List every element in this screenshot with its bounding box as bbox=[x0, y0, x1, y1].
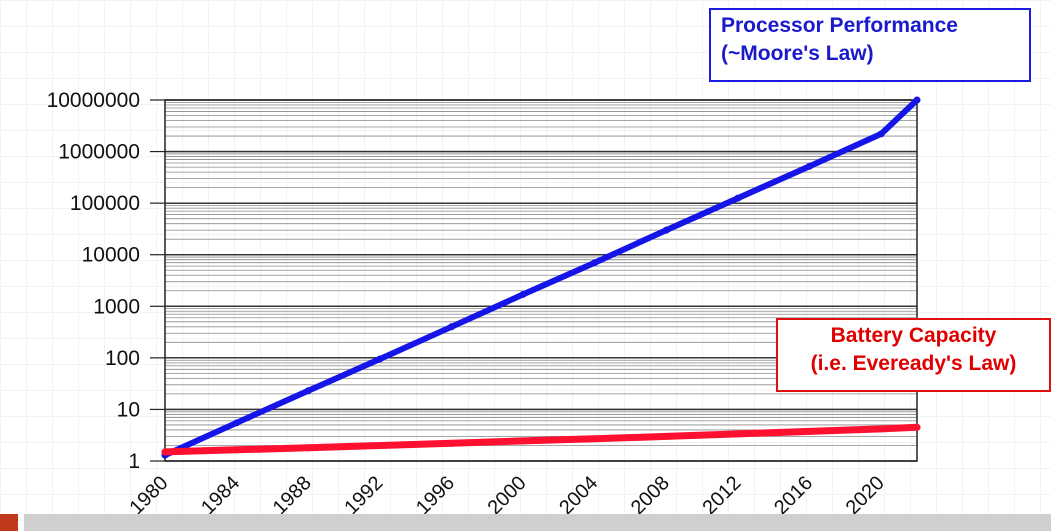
battery-data-point bbox=[161, 448, 169, 456]
processor-callout-line-1: Processor Performance bbox=[721, 14, 958, 37]
processor-data-point bbox=[591, 259, 599, 267]
battery-data-point bbox=[519, 437, 527, 445]
x-tick-label: 2008 bbox=[627, 472, 674, 519]
processor-data-point bbox=[913, 96, 921, 104]
battery-callout-line-1: Battery Capacity bbox=[830, 324, 997, 347]
battery-data-point bbox=[734, 430, 742, 438]
y-tick-label: 10000 bbox=[82, 244, 140, 267]
y-tick-label: 10000000 bbox=[47, 89, 140, 112]
processor-data-point bbox=[376, 355, 384, 363]
processor-data-point bbox=[662, 226, 670, 234]
x-tick-label: 2016 bbox=[770, 472, 817, 519]
processor-data-point bbox=[519, 290, 527, 298]
processor-data-point bbox=[734, 194, 742, 202]
series-lines bbox=[161, 96, 921, 459]
processor-data-point bbox=[233, 419, 241, 427]
battery-data-point bbox=[447, 439, 455, 447]
processor-data-point bbox=[304, 387, 312, 395]
battery-data-point bbox=[591, 435, 599, 443]
x-tick-label: 2000 bbox=[484, 472, 531, 519]
battery-data-point bbox=[913, 423, 921, 431]
processor-data-point bbox=[806, 162, 814, 170]
y-tick-label: 1000000 bbox=[58, 141, 140, 164]
processor-data-point bbox=[447, 323, 455, 331]
y-tick-label: 100 bbox=[105, 347, 140, 370]
battery-capacity-callout: Battery Capacity (i.e. Eveready's Law) bbox=[776, 318, 1051, 392]
processor-performance-line bbox=[162, 97, 920, 459]
x-tick-label: 1996 bbox=[412, 472, 459, 519]
y-tick-label: 1 bbox=[128, 450, 140, 473]
footer-accent-block bbox=[0, 514, 18, 531]
processor-callout-line-2: (~Moore's Law) bbox=[721, 42, 874, 65]
x-tick-label: 1992 bbox=[340, 472, 387, 519]
x-tick-label: 2020 bbox=[842, 472, 889, 519]
battery-capacity-line bbox=[161, 423, 921, 456]
battery-data-point bbox=[806, 427, 814, 435]
battery-data-point bbox=[662, 432, 670, 440]
battery-data-point bbox=[233, 446, 241, 454]
x-tick-labels: 1980 1984 1988 1992 1996 2000 2004 2008 2012 2016… bbox=[126, 472, 889, 519]
x-tick-label: 1984 bbox=[197, 472, 244, 519]
battery-data-point bbox=[877, 425, 885, 433]
y-tick-label: 1000 bbox=[93, 295, 140, 318]
y-tick-labels: 10000000 1000000 100000 10000 1000 100 10 1 bbox=[47, 89, 165, 473]
x-tick-label: 1988 bbox=[269, 472, 316, 519]
processor-performance-callout: Processor Performance (~Moore's Law) bbox=[709, 8, 1031, 82]
y-tick-label: 10 bbox=[117, 398, 140, 421]
x-tick-label: 1980 bbox=[126, 472, 173, 519]
x-tick-label: 2012 bbox=[698, 472, 745, 519]
battery-data-point bbox=[376, 441, 384, 449]
y-tick-label: 100000 bbox=[70, 192, 140, 215]
battery-data-point bbox=[304, 444, 312, 452]
plot-area-frame bbox=[164, 99, 918, 462]
processor-data-point bbox=[877, 130, 885, 138]
x-tick-label: 2004 bbox=[555, 472, 602, 519]
footer-bar bbox=[24, 514, 1051, 531]
battery-callout-line-2: (i.e. Eveready's Law) bbox=[810, 352, 1017, 375]
